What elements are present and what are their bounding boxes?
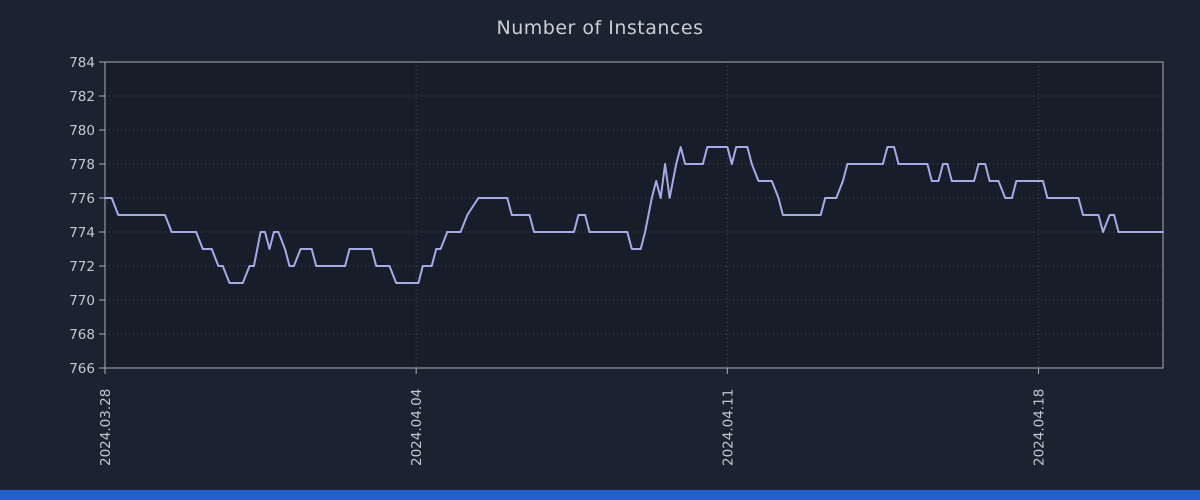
plot-area	[105, 62, 1163, 368]
x-tick-label: 2024.04.18	[1032, 389, 1048, 466]
y-tick-label: 784	[69, 55, 95, 71]
y-tick-label: 772	[69, 259, 95, 275]
x-tick-label: 2024.04.04	[409, 389, 425, 466]
x-tick-label: 2024.04.11	[720, 389, 736, 466]
chart-title: Number of Instances	[496, 17, 704, 39]
y-tick-label: 768	[69, 327, 95, 343]
y-tick-label: 776	[69, 191, 95, 207]
y-tick-label: 780	[69, 123, 95, 139]
y-tick-label: 766	[69, 361, 95, 377]
y-tick-label: 774	[69, 225, 95, 241]
x-tick-label: 2024.03.28	[98, 389, 114, 466]
y-tick-label: 782	[69, 89, 95, 105]
series-line-instances	[104, 146, 1164, 284]
bottom-bar	[0, 490, 1200, 500]
y-tick-label: 770	[69, 293, 95, 309]
plot-frame	[104, 61, 1164, 369]
y-tick-label: 778	[69, 157, 95, 173]
